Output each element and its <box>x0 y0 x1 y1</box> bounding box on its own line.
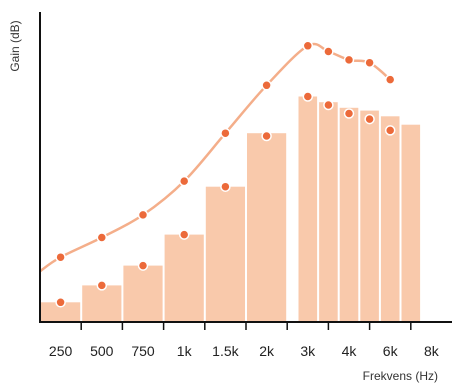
curve-point <box>220 127 231 139</box>
bar <box>360 110 379 322</box>
markers-layer <box>55 40 396 308</box>
curve-point <box>261 80 272 91</box>
curve-point <box>178 175 190 187</box>
bar <box>164 234 204 322</box>
curve-point <box>137 209 149 221</box>
bar-point <box>55 297 66 308</box>
x-tick-label: 4k <box>342 343 358 359</box>
x-axis-title: Frekvens (Hz) <box>363 369 438 383</box>
curve-point <box>384 74 396 85</box>
tick-labels-layer: 250 500 750 1k 1.5k 2k 3k 4k 6k 8k <box>49 343 440 359</box>
curve-point <box>96 232 108 243</box>
curve-point <box>343 54 355 66</box>
bar-point <box>384 125 396 136</box>
x-tick-label: 2k <box>259 343 275 359</box>
bar-point <box>220 181 231 192</box>
bar <box>339 107 359 322</box>
bar <box>380 116 400 322</box>
curve-point <box>323 46 334 57</box>
bar <box>247 133 287 322</box>
curve-point <box>302 40 314 52</box>
x-tick-label: 1k <box>177 343 193 359</box>
bar-point <box>323 99 334 111</box>
bar-point <box>364 113 375 125</box>
bar <box>205 186 245 322</box>
x-tick-label: 500 <box>90 343 114 359</box>
ticks-layer <box>80 322 412 330</box>
bar-point <box>343 108 355 119</box>
bar <box>401 124 421 322</box>
bar-point <box>137 260 149 271</box>
bar <box>298 96 318 322</box>
x-tick-label: 6k <box>383 343 399 359</box>
bar-point <box>178 229 190 240</box>
bar <box>319 102 338 322</box>
bar-point <box>96 280 108 291</box>
x-tick-label: 750 <box>131 343 155 359</box>
x-tick-label: 250 <box>49 343 73 359</box>
bar <box>41 302 81 322</box>
bars-layer <box>41 96 421 322</box>
x-tick-label: 1.5k <box>212 343 239 359</box>
curve-point <box>55 251 66 263</box>
bar <box>82 285 122 322</box>
x-tick-label: 3k <box>300 343 316 359</box>
bar <box>123 265 163 322</box>
bar-point <box>302 91 314 102</box>
x-tick-label: 8k <box>424 343 440 359</box>
curve-point <box>364 57 375 68</box>
y-axis-title: Gain (dB) <box>8 20 22 71</box>
bar-point <box>261 130 272 142</box>
